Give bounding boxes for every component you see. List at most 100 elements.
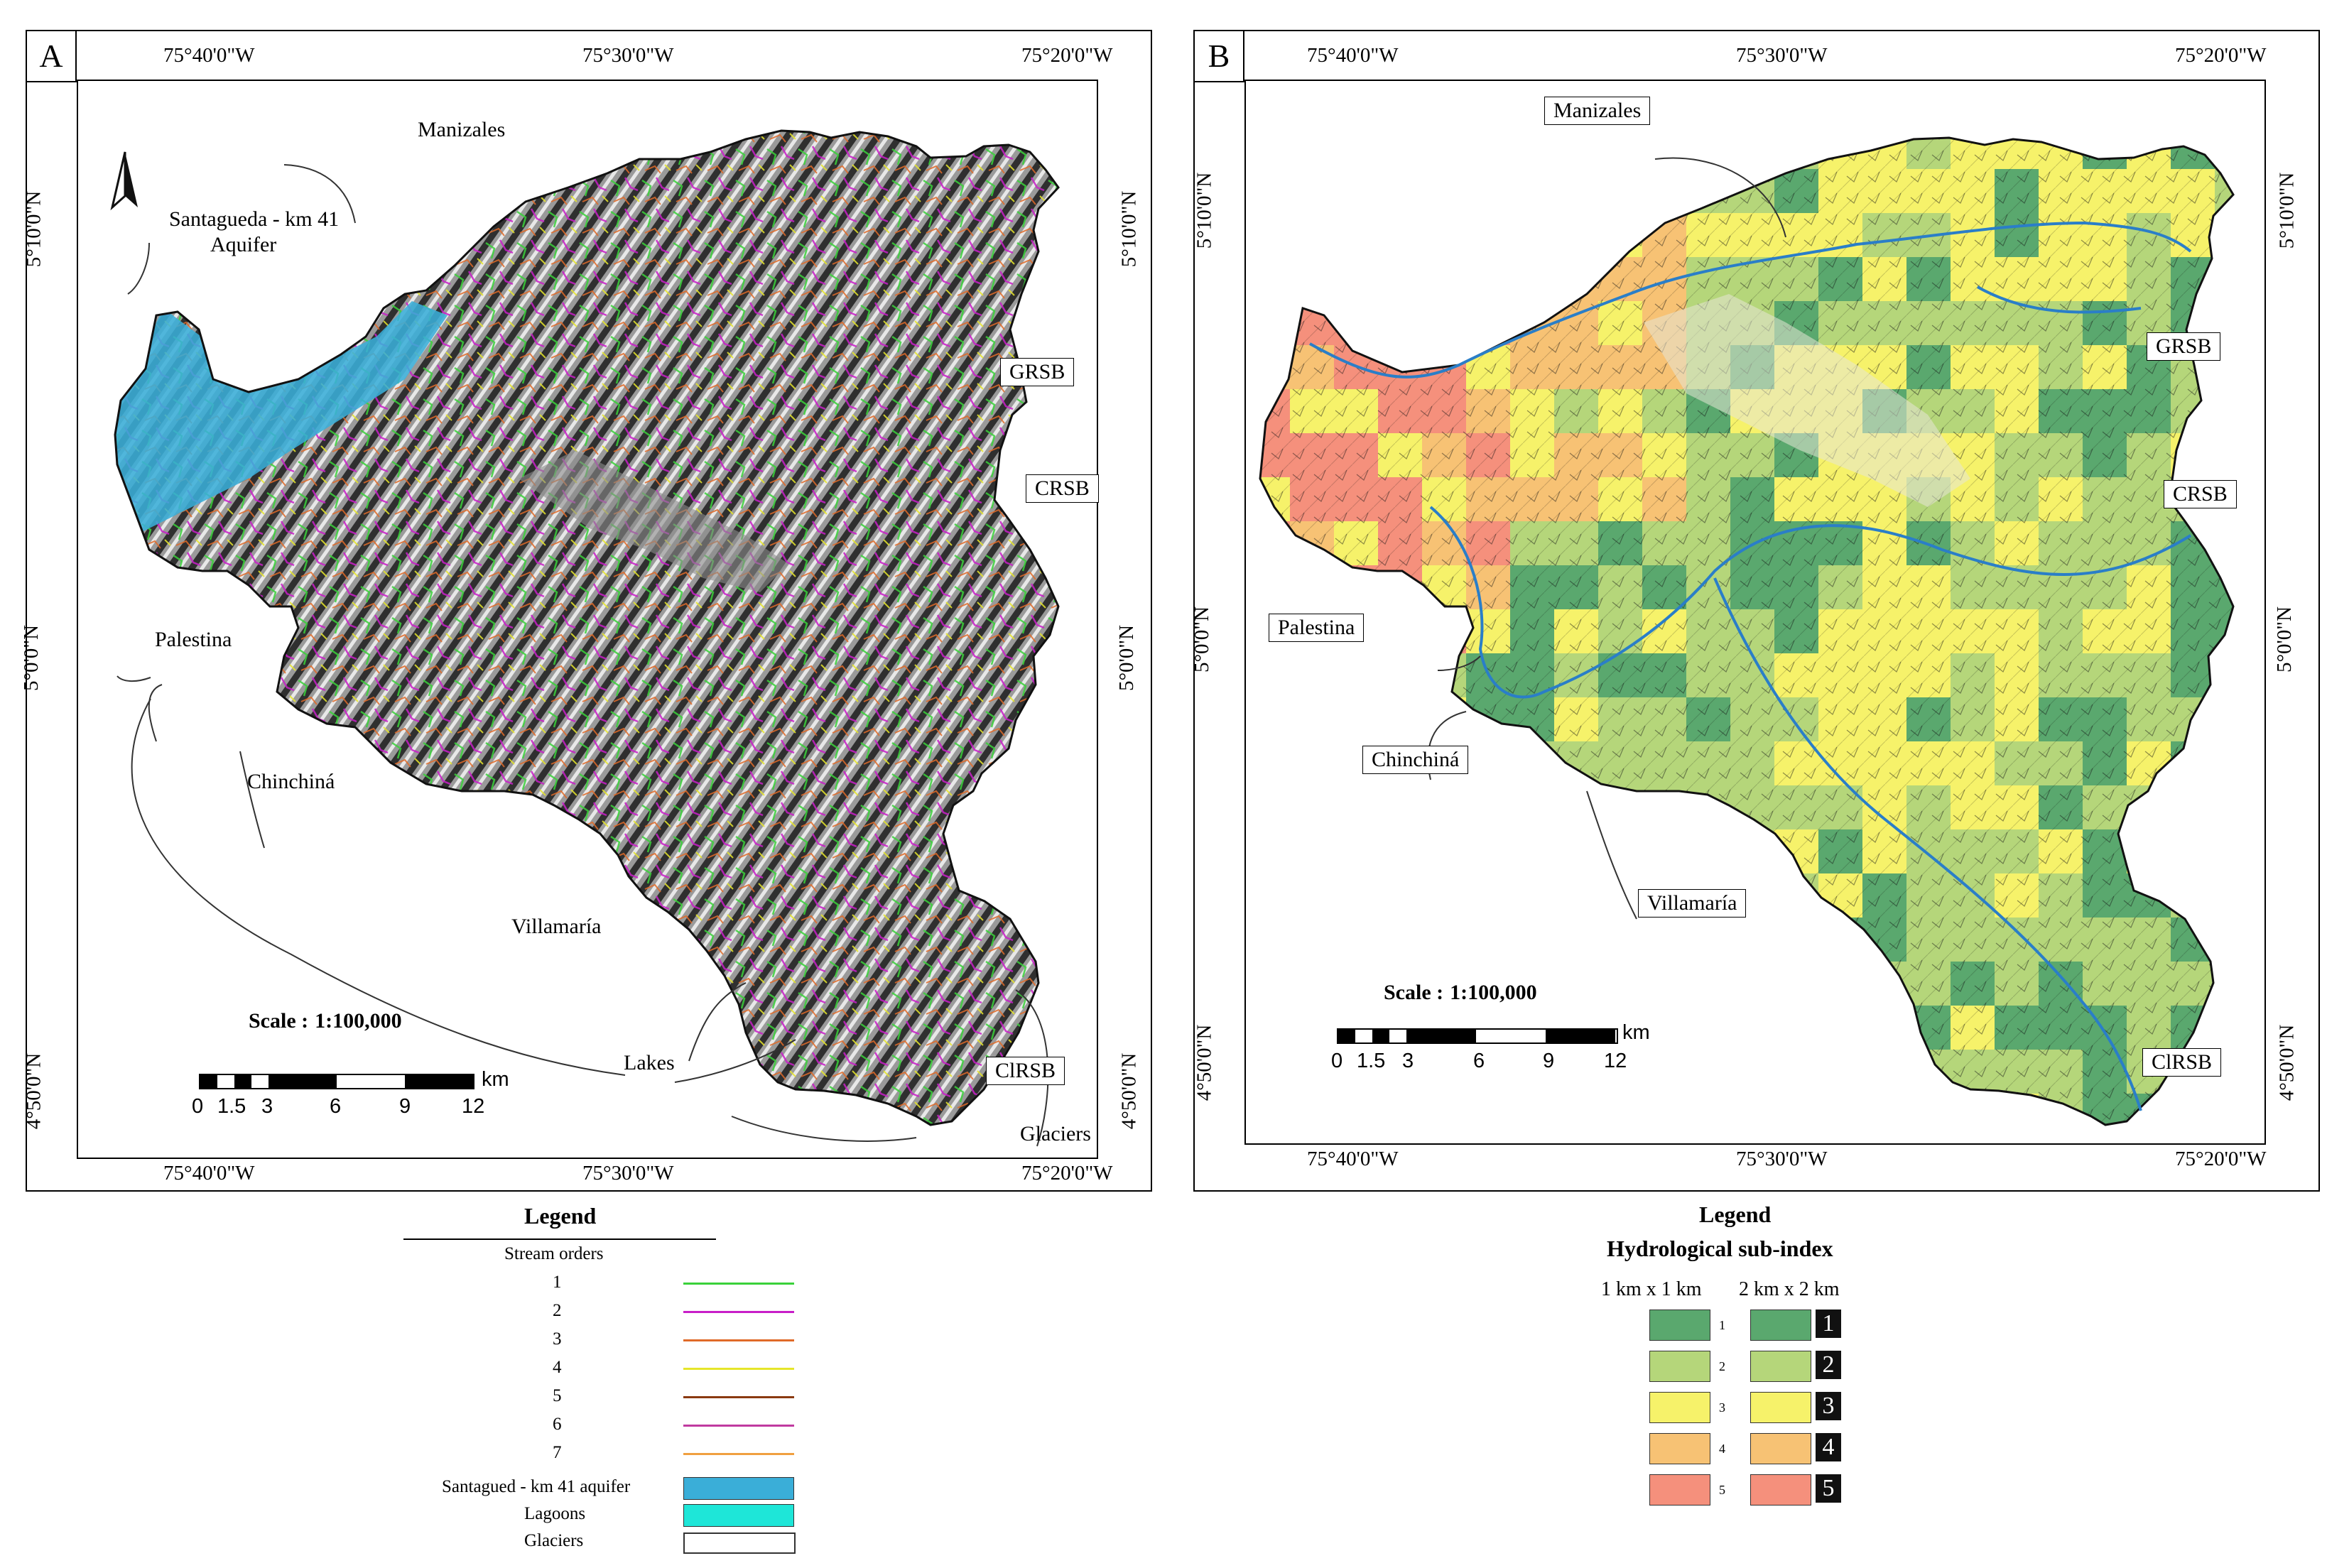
legend-a-order-6-swatch: [683, 1425, 794, 1427]
grid-cell: [1334, 829, 1378, 873]
grid-cell: [2259, 829, 2264, 873]
panel-b-left-coord-2: 5°0'0"N: [1190, 606, 1214, 673]
grid-cell: [1642, 138, 1686, 169]
grid-cell: [1422, 1138, 1466, 1143]
legend-a-glaciers-label: Glaciers: [524, 1531, 584, 1550]
grid-cell: [1642, 169, 1686, 213]
grid-cell: [2259, 477, 2264, 521]
legend-b-2km-class-4-swatch: [1750, 1433, 1811, 1464]
grid-cell: [1774, 138, 1818, 169]
grid-cell: [1290, 962, 1334, 1006]
grid-cell: [1466, 741, 1510, 785]
grid-cell: [1774, 1050, 1818, 1094]
grid-cell: [2215, 653, 2233, 697]
grid-cell: [2259, 653, 2264, 697]
grid-cell: [1290, 1094, 1334, 1125]
grid-cell: [1290, 653, 1334, 697]
grid-cell: [1290, 213, 1334, 257]
panel-b-scale-num-4: 9: [1543, 1050, 1555, 1072]
grid-cell: [1334, 81, 1378, 125]
panel-b-letter: B: [1195, 31, 1244, 82]
legend-a-order-6-label: 6: [553, 1415, 562, 1434]
grid-cell: [1554, 213, 1598, 257]
grid-cell: [1730, 1050, 1774, 1094]
legend-b-2km-class-2-label: 2: [1816, 1351, 1841, 1379]
grid-cell: [1906, 1138, 1951, 1143]
grid-cell: [1818, 962, 1862, 1006]
panel-b-place-palestina: Palestina: [1269, 614, 1365, 642]
panel-b-right-coord-1: 5°10'0"N: [2275, 172, 2299, 249]
legend-b-2km-class-5-label: 5: [1816, 1474, 1841, 1503]
panel-b-scale-label: Scale :: [1384, 981, 1444, 1004]
panel-a-top-coord-2: 75°30'0"W: [582, 44, 674, 67]
grid-cell: [1466, 138, 1510, 169]
grid-cell: [2171, 829, 2215, 873]
grid-cell: [1422, 213, 1466, 257]
grid-cell: [1378, 169, 1422, 213]
legend-a-aquifer-label: Santagued - km 41 aquifer: [442, 1477, 631, 1496]
grid-cell: [1466, 918, 1510, 962]
panel-b-bottom-coord-2: 75°30'0"W: [1736, 1148, 1828, 1170]
grid-cell: [1598, 918, 1642, 962]
grid-cell: [1730, 1006, 1774, 1050]
legend-b-1km-class-2-swatch: [1649, 1351, 1710, 1382]
grid-cell: [1260, 918, 1290, 962]
grid-cell: [2083, 81, 2127, 125]
grid-cell: [2259, 257, 2264, 301]
grid-cell: [1334, 257, 1378, 301]
panel-a: A 75°40'0"W 75°30'0"W 75°20'0"W 75°40'0"…: [20, 30, 1152, 1192]
panel-b-place-manizales: Manizales: [1544, 97, 1651, 125]
grid-cell: [1466, 81, 1510, 125]
grid-cell: [1554, 873, 1598, 918]
grid-cell: [1260, 653, 1290, 697]
grid-cell: [1510, 138, 1554, 169]
grid-cell: [1730, 829, 1774, 873]
grid-cell: [1378, 257, 1422, 301]
grid-cell: [1554, 1094, 1598, 1125]
grid-cell: [2171, 1138, 2215, 1143]
panel-a-place-grsb: GRSB: [1000, 358, 1075, 386]
grid-cell: [2259, 741, 2264, 785]
grid-cell: [1466, 829, 1510, 873]
grid-cell: [1510, 257, 1554, 301]
grid-cell: [1334, 138, 1378, 169]
panel-a-scale-value: 1:100,000: [315, 1009, 402, 1033]
grid-cell: [1290, 829, 1334, 873]
panel-a-scale-title: Scale : 1:100,000: [249, 1004, 402, 1034]
grid-cell: [1260, 169, 1290, 213]
grid-cell: [2259, 213, 2264, 257]
grid-cell: [1422, 609, 1466, 653]
panel-a-place-crsb: CRSB: [1026, 474, 1099, 503]
grid-cell: [1730, 918, 1774, 962]
panel-a-place-lakes: Lakes: [624, 1051, 675, 1074]
grid-cell: [1422, 873, 1466, 918]
panel-b-top-coord-2: 75°30'0"W: [1736, 44, 1828, 67]
grid-cell: [2259, 873, 2264, 918]
panel-a-left-coord-2: 5°0'0"N: [20, 624, 43, 692]
grid-cell: [2215, 873, 2233, 918]
grid-cell: [1378, 873, 1422, 918]
grid-cell: [2215, 345, 2233, 389]
grid-cell: [1730, 1138, 1774, 1143]
grid-cell: [1290, 1138, 1334, 1143]
grid-cell: [2127, 829, 2171, 873]
grid-cell: [1510, 1094, 1554, 1125]
legend-b-2km-class-5-swatch: [1750, 1474, 1811, 1506]
legend-a-order-7-swatch: [683, 1453, 794, 1455]
legend-b-2km-class-3-label: 3: [1816, 1392, 1841, 1420]
legend-a-aquifer-swatch: [683, 1477, 794, 1500]
grid-cell: [1951, 1094, 1995, 1125]
grid-cell: [1774, 1138, 1818, 1143]
legend-b-1km-class-1-swatch: [1649, 1310, 1710, 1341]
legend-b-title: Legend: [1699, 1202, 1772, 1227]
grid-cell: [1334, 653, 1378, 697]
panel-b-map-frame: [1244, 80, 2266, 1145]
grid-cell: [2215, 257, 2233, 301]
grid-cell: [2171, 1094, 2215, 1125]
grid-cell: [1290, 169, 1334, 213]
grid-cell: [1554, 962, 1598, 1006]
grid-cell: [1422, 257, 1466, 301]
grid-cell: [2259, 918, 2264, 962]
grid-cell: [1260, 301, 1290, 345]
grid-cell: [1466, 301, 1510, 345]
